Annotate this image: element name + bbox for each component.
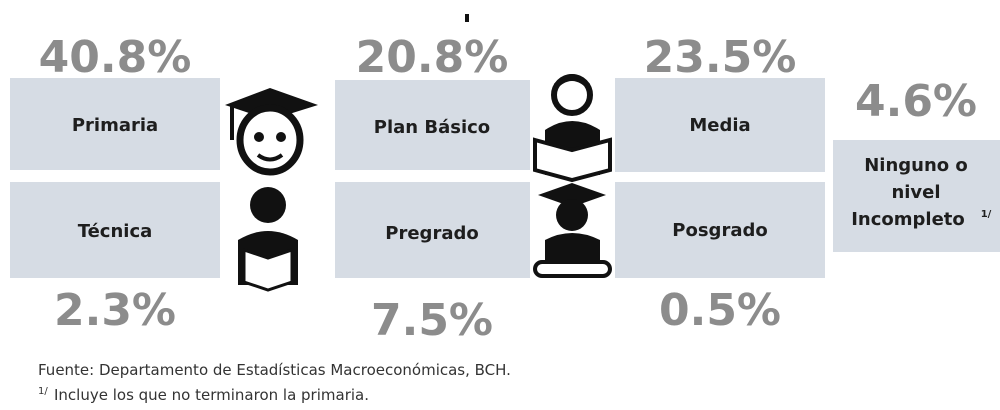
percent: 7.5% xyxy=(371,295,493,346)
box-label: Pregrado xyxy=(385,223,478,244)
box-label: Plan Básico xyxy=(374,117,490,138)
box-label: Posgrado xyxy=(672,220,767,241)
percent: 4.6% xyxy=(855,76,977,127)
source: Fuente: Departamento de Estadísticas Mac… xyxy=(38,361,511,379)
percent: 23.5% xyxy=(644,32,797,83)
percent: 40.8% xyxy=(39,32,192,83)
footnote-mark: 1/ xyxy=(38,386,48,397)
note-mark: 1/ xyxy=(981,209,992,220)
box-label: Primaria xyxy=(72,115,158,136)
dot xyxy=(465,14,469,22)
icon-graduate xyxy=(225,88,318,290)
percent: 0.5% xyxy=(659,285,781,336)
box-label: Media xyxy=(689,115,750,136)
icon-reader xyxy=(535,74,610,276)
box-label: nivel xyxy=(891,182,940,203)
infographic: 40.8% Primaria Técnica 2.3% 20.8% Plan B… xyxy=(0,0,1000,410)
percent: 20.8% xyxy=(356,32,509,83)
footnote: Incluye los que no terminaron la primari… xyxy=(54,386,369,404)
percent: 2.3% xyxy=(54,285,176,336)
box-label: Técnica xyxy=(78,221,153,242)
box-label: Ninguno o xyxy=(864,155,968,176)
box-label: Incompleto xyxy=(851,209,965,230)
